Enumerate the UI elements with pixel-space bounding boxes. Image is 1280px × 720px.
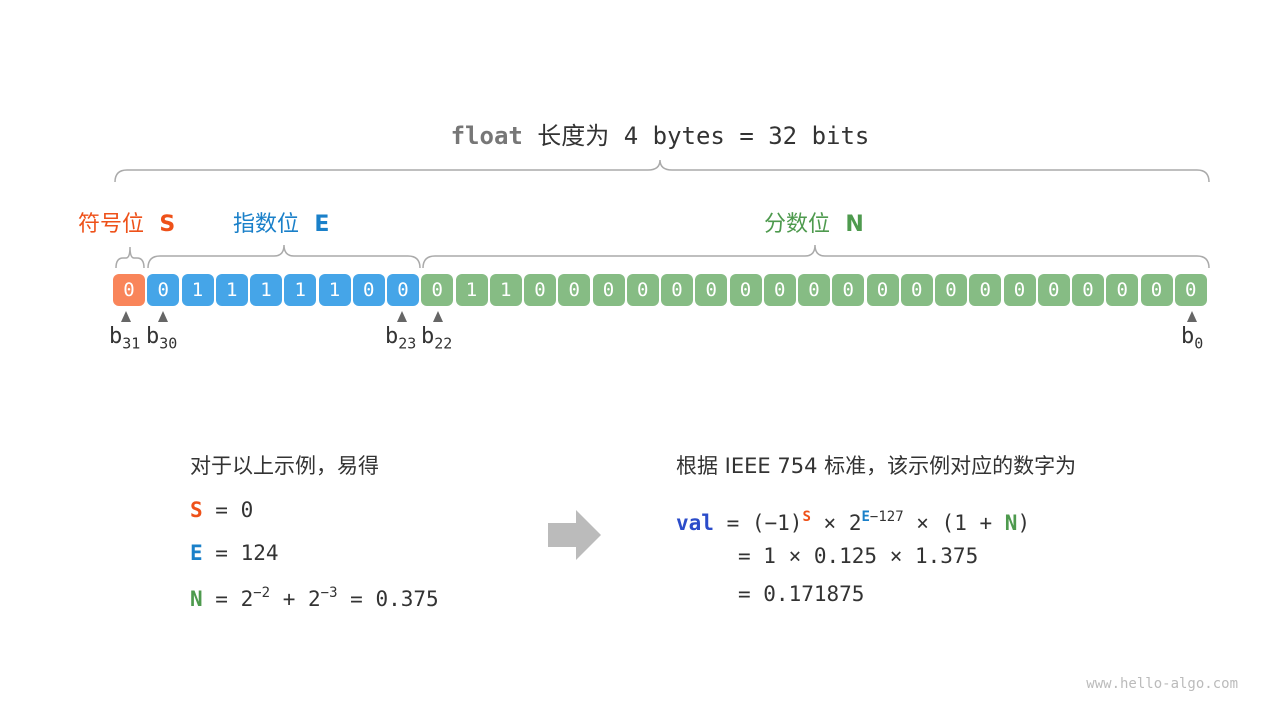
bit-cell-fraction: 0 — [1037, 274, 1070, 306]
bit-cell-fraction: 0 — [798, 274, 830, 306]
arrow-b22 — [433, 311, 443, 322]
bit-cell-fraction: 0 — [729, 274, 762, 306]
bit-cell-exponent: 0 — [387, 274, 419, 306]
s-line: S = 0 — [190, 498, 254, 522]
bit-cell-fraction: 0 — [969, 274, 1002, 306]
bit-cell-fraction: 0 — [421, 274, 454, 306]
bit-cell-fraction: 0 — [1003, 274, 1036, 306]
bit-cell-exponent: 0 — [147, 274, 180, 306]
bit-cell-fraction: 1 — [489, 274, 522, 306]
diagram-title: float 长度为 4 bytes = 32 bits — [450, 122, 870, 150]
val-line-1: val = (−1)S × 2E−127 × (1 + N) — [676, 509, 1031, 535]
bit-cell-fraction: 0 — [661, 274, 693, 306]
right-arrow-icon — [548, 510, 601, 560]
arrow-b0 — [1187, 311, 1197, 322]
label-b23: b23 — [385, 324, 417, 353]
n-line: N = 2−2 + 2−3 = 0.375 — [190, 585, 439, 611]
sign-brace — [115, 246, 145, 269]
bit-cell-fraction: 0 — [1174, 274, 1207, 306]
bit-cell-fraction: 0 — [763, 274, 796, 306]
left-heading: 对于以上示例，易得 — [190, 454, 379, 478]
bit-cell-fraction: 0 — [626, 274, 659, 306]
bit-cell-fraction: 1 — [455, 274, 488, 306]
label-b30: b30 — [146, 324, 178, 353]
label-b22: b22 — [421, 324, 453, 353]
bit-cell-exponent: 1 — [284, 274, 317, 306]
sign-label: 符号位 S — [78, 212, 176, 237]
bit-cell-fraction: 0 — [558, 274, 591, 306]
bit-cell-exponent: 1 — [215, 274, 248, 306]
fraction-brace — [422, 244, 1210, 269]
watermark: www.hello-algo.com — [1086, 676, 1238, 692]
bit-cell-exponent: 1 — [250, 274, 282, 306]
bit-cell-exponent: 1 — [181, 274, 214, 306]
bit-cell-fraction: 0 — [524, 274, 556, 306]
bit-cell-fraction: 0 — [592, 274, 625, 306]
right-heading: 根据 IEEE 754 标准，该示例对应的数字为 — [676, 454, 1077, 478]
val-line-2: = 1 × 0.125 × 1.375 — [738, 544, 979, 568]
bit-cell-exponent: 1 — [318, 274, 351, 306]
bit-cell-exponent: 0 — [352, 274, 385, 306]
total-brace — [114, 159, 1210, 183]
exponent-label: 指数位 E — [233, 212, 330, 237]
arrow-b23 — [397, 311, 407, 322]
exponent-brace — [147, 244, 421, 269]
bit-cell-fraction: 0 — [1106, 274, 1139, 306]
bit-cell-fraction: 0 — [832, 274, 865, 306]
label-b0: b0 — [1181, 324, 1204, 353]
e-line: E = 124 — [190, 541, 279, 565]
arrow-b30 — [158, 311, 168, 322]
bit-cell-fraction: 0 — [1072, 274, 1104, 306]
bit-cell-fraction: 0 — [1140, 274, 1173, 306]
bit-cell-fraction: 0 — [935, 274, 967, 306]
fraction-label: 分数位 N — [764, 212, 864, 237]
arrow-b31 — [121, 311, 131, 322]
bit-cell-fraction: 0 — [695, 274, 728, 306]
bit-cell-fraction: 0 — [866, 274, 899, 306]
bit-cell-sign: 0 — [113, 274, 145, 306]
bit-cell-fraction: 0 — [900, 274, 933, 306]
val-line-3: = 0.171875 — [738, 582, 865, 606]
label-b31: b31 — [109, 324, 141, 353]
